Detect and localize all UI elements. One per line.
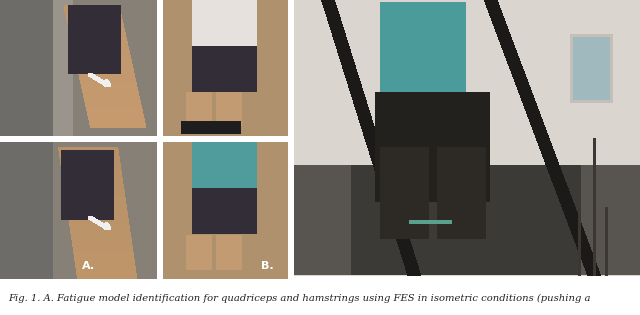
Text: A.: A. xyxy=(81,261,95,271)
Text: B.: B. xyxy=(261,261,274,271)
Text: Fig. 1. A. Fatigue model identification for quadriceps and hamstrings using FES : Fig. 1. A. Fatigue model identification … xyxy=(8,294,591,303)
